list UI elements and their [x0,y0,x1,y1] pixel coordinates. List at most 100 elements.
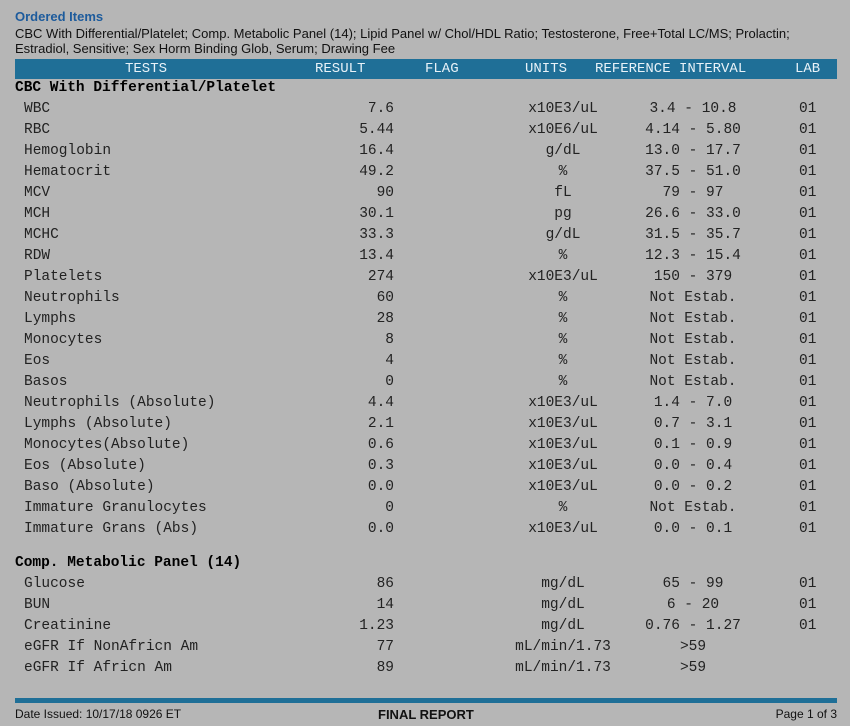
test-name: Neutrophils (Absolute) [24,395,216,411]
table-row: Lymphs (Absolute) 2.1 x10E3/uL 0.7 - 3.1 01 [0,416,850,437]
result-value: 2.1 [367,416,394,432]
reference-interval: 26.6 - 33.0 [645,206,741,222]
reference-interval: Not Estab. [649,332,737,348]
lab-code: 01 [799,227,817,243]
test-name: Hemoglobin [24,143,112,159]
units-value: % [558,290,568,306]
lab-code: 01 [799,521,817,537]
ordered-items-line-2: Estradiol, Sensitive; Sex Horm Binding G… [15,41,396,56]
reference-interval: 0.0 - 0.1 [653,521,733,537]
result-value: 1.23 [359,618,394,634]
result-value: 0.6 [367,437,394,453]
table-row: Hemoglobin 16.4 g/dL 13.0 - 17.7 01 [0,143,850,164]
table-row: Hematocrit 49.2% 37.5 - 51.0 01 [0,164,850,185]
ordered-items-line-1: CBC With Differential/Platelet; Comp. Me… [15,26,790,41]
units-value: x10E3/uL [528,395,598,411]
result-value: 8 [385,332,394,348]
table-row: Eos 4% Not Estab. 01 [0,353,850,374]
lab-code: 01 [799,269,817,285]
lab-code: 01 [799,122,817,138]
table-row: RBC 5.44 x10E6/uL 4.14 - 5.80 01 [0,122,850,143]
units-value: mL/min/1.73 [515,639,611,655]
test-name: Glucose [24,576,85,592]
result-value: 7.6 [367,101,394,117]
units-value: % [558,374,568,390]
test-name: Platelets [24,269,103,285]
lab-code: 01 [799,597,817,613]
test-name: MCH [24,206,51,222]
table-row: Lymphs 28% Not Estab. 01 [0,311,850,332]
reference-interval: 0.76 - 1.27 [645,618,741,634]
test-name: Lymphs [24,311,77,327]
test-name: Eos (Absolute) [24,458,146,474]
test-name: Creatinine [24,618,112,634]
units-value: x10E3/uL [528,479,598,495]
table-row: Glucose 86 mg/dL 65 - 99 01 [0,576,850,597]
test-name: Neutrophils [24,290,120,306]
table-row: Baso (Absolute) 0.0 x10E3/uL 0.0 - 0.2 01 [0,479,850,500]
lab-code: 01 [799,185,817,201]
units-value: % [558,353,568,369]
test-name: RDW [24,248,51,264]
units-value: x10E3/uL [528,458,598,474]
result-value: 0.0 [367,479,394,495]
lab-code: 01 [799,576,817,592]
units-value: g/dL [545,227,581,243]
result-value: 0.3 [367,458,394,474]
table-row: Immature Grans (Abs) 0.0 x10E3/uL 0.0 - 0.1… [0,521,850,542]
test-name: Monocytes(Absolute) [24,437,190,453]
reference-interval: >59 [679,639,707,655]
reference-interval: 3.4 - 10.8 [649,101,737,117]
units-value: mg/dL [541,618,585,634]
reference-interval: 12.3 - 15.4 [645,248,741,264]
result-value: 0.0 [367,521,394,537]
units-value: % [558,332,568,348]
units-value: x10E3/uL [528,521,598,537]
units-value: x10E3/uL [528,101,598,117]
reference-interval: 0.7 - 3.1 [653,416,733,432]
units-value: x10E3/uL [528,416,598,432]
result-value: 60 [376,290,394,306]
lab-code: 01 [799,500,817,516]
test-name: Hematocrit [24,164,112,180]
reference-interval: 31.5 - 35.7 [645,227,741,243]
table-row: Monocytes(Absolute) 0.6 x10E3/uL 0.1 - 0.9 0… [0,437,850,458]
table-row: MCH 30.1 pg 26.6 - 33.0 01 [0,206,850,227]
ordered-items-title: Ordered Items [15,9,104,24]
table-row: Monocytes 8% Not Estab. 01 [0,332,850,353]
lab-code: 01 [799,164,817,180]
section-title: CBC With Differential/Platelet [15,80,277,96]
lab-code: 01 [799,143,817,159]
col-tests: TESTS [125,61,168,77]
result-value: 13.4 [359,248,394,264]
units-value: mg/dL [541,576,585,592]
test-name: Eos [24,353,51,369]
reference-interval: Not Estab. [649,353,737,369]
lab-code: 01 [799,311,817,327]
table-row: Platelets 274 x10E3/uL 150 - 379 01 [0,269,850,290]
result-value: 28 [376,311,394,327]
col-flag: FLAG [425,61,459,77]
test-name: Monocytes [24,332,103,348]
column-header-bar: TESTS RESULT FLAG UNITS REFERENCE INTERV… [15,59,837,79]
result-value: 77 [376,639,394,655]
test-name: RBC [24,122,51,138]
reference-interval: 79 - 97 [662,185,724,201]
result-value: 90 [376,185,394,201]
table-row: BUN 14 mg/dL 6 - 20 01 [0,597,850,618]
reference-interval: >59 [679,660,707,676]
test-name: eGFR If NonAfricn Am [24,639,199,655]
page-indicator: Page 1 of 3 [775,707,837,721]
lab-code: 01 [799,458,817,474]
units-value: fL [554,185,572,201]
units-value: x10E3/uL [528,269,598,285]
test-name: WBC [24,101,51,117]
units-value: g/dL [545,143,581,159]
units-value: % [558,164,568,180]
lab-code: 01 [799,353,817,369]
reference-interval: 13.0 - 17.7 [645,143,741,159]
lab-code: 01 [799,206,817,222]
reference-interval: Not Estab. [649,311,737,327]
units-value: x10E6/uL [528,122,598,138]
result-value: 33.3 [359,227,394,243]
